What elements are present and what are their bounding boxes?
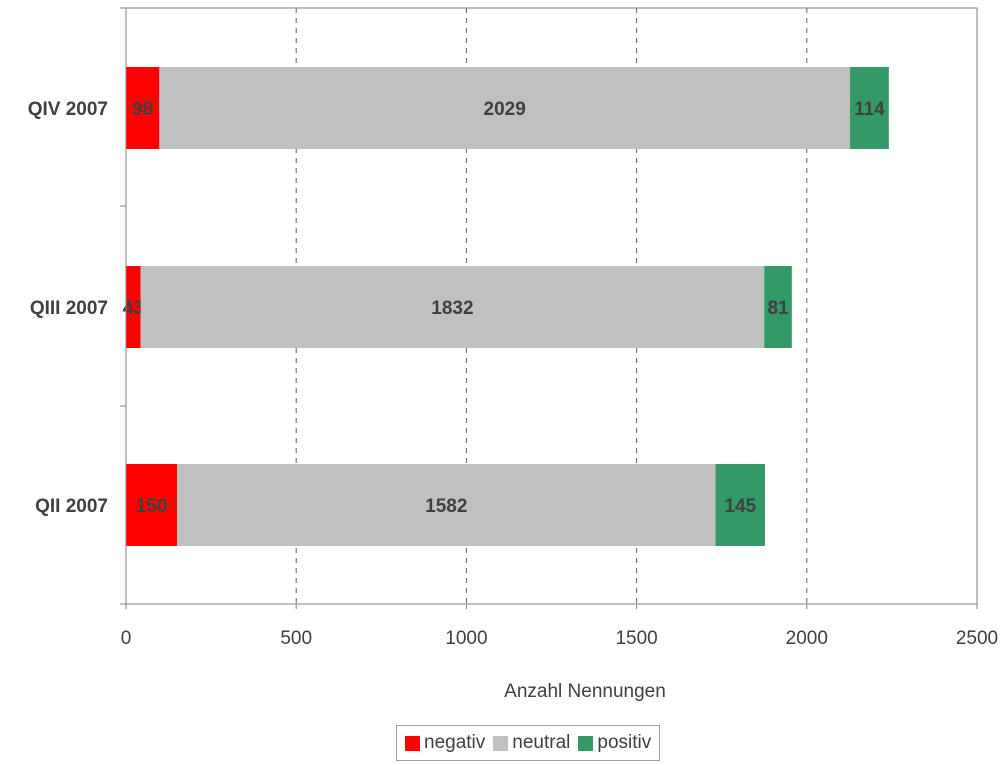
data-label: 43 — [123, 298, 144, 319]
legend-item-negativ: negativ — [405, 732, 485, 754]
legend-swatch — [493, 735, 509, 751]
legend-label: neutral — [512, 732, 571, 753]
data-label: 1832 — [431, 298, 473, 319]
x-tick-label: 1500 — [615, 628, 657, 649]
legend-label: positiv — [597, 732, 652, 753]
bar-neutral — [177, 464, 716, 546]
x-tick-label: 2000 — [786, 628, 828, 649]
category-label: QIV 2007 — [28, 99, 108, 120]
x-tick-label: 2500 — [956, 628, 998, 649]
bar-positiv — [850, 67, 889, 149]
bar-neutral — [140, 266, 765, 348]
category-label: QIII 2007 — [30, 298, 108, 319]
x-tick-label: 500 — [280, 628, 312, 649]
legend-item-positiv: positiv — [578, 732, 651, 754]
data-label: 1582 — [425, 496, 467, 517]
bar-positiv — [764, 266, 792, 348]
data-label: 150 — [136, 496, 168, 517]
data-label: 98 — [132, 99, 153, 120]
category-label: QII 2007 — [35, 496, 108, 517]
x-axis-title: Anzahl Nennungen — [504, 681, 666, 702]
data-label: 114 — [854, 99, 885, 120]
legend-item-neutral: neutral — [493, 732, 570, 754]
legend-swatch — [578, 735, 594, 751]
bar-neutral — [159, 67, 851, 149]
legend-swatch — [405, 735, 420, 751]
data-label: 145 — [724, 496, 756, 517]
x-tick-label: 1000 — [445, 628, 487, 649]
legend: negativ neutral positiv — [396, 725, 661, 761]
data-label: 2029 — [484, 99, 526, 120]
bar-negativ — [126, 67, 160, 149]
bar-positiv — [715, 464, 765, 546]
bar-negativ — [126, 266, 141, 348]
legend-label: negativ — [424, 732, 486, 753]
x-tick-label: 0 — [121, 628, 132, 649]
data-label: 81 — [767, 298, 789, 319]
bar-negativ — [126, 464, 178, 546]
